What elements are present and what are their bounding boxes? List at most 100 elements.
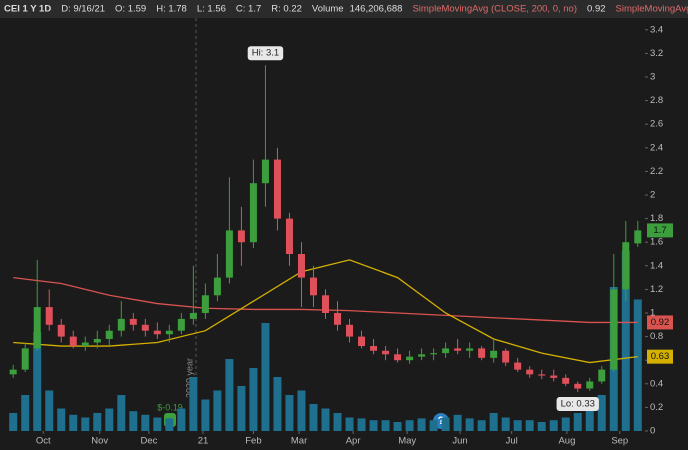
candle-body (57, 324, 65, 337)
y-tick-label: 1.8 (650, 213, 663, 224)
candle-body (466, 348, 474, 351)
y-tick-label: 0.4 (650, 378, 663, 389)
volume-bar (117, 395, 126, 431)
header: CEI 1 Y 1D D: 9/16/21 O: 1.59 H: 1.78 L: 1.5… (4, 4, 688, 15)
y-tick-label: 2 (650, 190, 655, 201)
volume-bar (9, 413, 18, 431)
header-item: SimpleMovingAvg ... (616, 4, 688, 15)
header-bar (0, 0, 688, 18)
volume-bar (21, 395, 30, 431)
candle-body (526, 369, 534, 375)
earnings-label: $-0.19 (157, 402, 183, 412)
volume-bar (549, 420, 558, 431)
x-tick-label: Apr (346, 436, 361, 447)
candle-body (382, 350, 390, 355)
header-item: Volume (312, 4, 344, 15)
header-item: SimpleMovingAvg (CLOSE, 200, 0, no) (412, 4, 577, 15)
candle-body (69, 336, 77, 347)
candle-body (93, 338, 101, 343)
candle-body (117, 318, 125, 331)
volume-bar (165, 418, 174, 431)
volume-bar (381, 420, 390, 431)
candle-body (165, 330, 173, 335)
candle-body (153, 330, 161, 335)
header-item: H: 1.78 (156, 4, 187, 15)
y-tick-label: 1.6 (650, 237, 663, 248)
candle-body (430, 353, 438, 355)
candle-body (201, 295, 209, 313)
candle-body (334, 313, 342, 325)
candle-body (358, 336, 366, 347)
y-tick-label: 2.2 (650, 166, 663, 177)
candle-body (490, 350, 498, 358)
volume-bar (141, 414, 150, 431)
volume-bar (489, 413, 498, 431)
volume-bar (405, 420, 414, 431)
candle-body (346, 324, 354, 337)
volume-bar (129, 411, 138, 431)
candle-body (586, 381, 594, 389)
event-icon[interactable]: ? (438, 415, 445, 427)
volume-bar (45, 390, 54, 431)
volume-bar (273, 377, 282, 431)
candle-body (562, 377, 570, 384)
candle-body (610, 289, 618, 370)
volume-bar (357, 418, 366, 431)
candle-body (21, 348, 29, 370)
candle-body (598, 369, 606, 382)
header-item: C: 1.7 (236, 4, 261, 15)
price-label: 1.7 (653, 225, 666, 236)
candle-body (189, 313, 197, 319)
candle-body (129, 318, 137, 325)
candle-body (33, 307, 41, 349)
y-tick-label: 1.4 (650, 260, 663, 271)
y-tick-label: 3 (650, 72, 655, 83)
candle-body (514, 362, 522, 370)
x-tick-label: Nov (91, 436, 108, 447)
candle-body (538, 374, 546, 376)
header-item: R: 0.22 (271, 4, 302, 15)
candle-body (418, 354, 426, 357)
volume-bar (597, 395, 606, 431)
y-tick-label: 1 (650, 308, 655, 319)
header-item: 0.92 (587, 4, 606, 15)
volume-bar (537, 422, 546, 431)
x-tick-label: Sep (611, 436, 628, 447)
volume-bar (465, 418, 474, 431)
volume-bar (105, 408, 114, 431)
volume-bar (573, 413, 582, 431)
volume-bar (285, 395, 294, 431)
candle-body (322, 295, 329, 313)
volume-bar (621, 251, 630, 431)
volume-bar (213, 390, 222, 431)
volume-bar (429, 420, 438, 431)
annotation: Hi: 3.1 (252, 48, 279, 59)
candle-body (213, 277, 221, 296)
volume-bar (369, 420, 378, 431)
volume-bar (69, 414, 78, 431)
x-tick-label: Jul (506, 436, 518, 447)
y-tick-label: 0.2 (650, 402, 663, 413)
volume-bar (33, 332, 42, 431)
x-tick-label: Aug (558, 436, 575, 447)
y-tick-label: 0 (650, 426, 655, 437)
volume-bar (153, 417, 162, 431)
price-label: 0.92 (651, 317, 670, 328)
y-tick-label: 2.6 (650, 119, 663, 130)
annotation-box (556, 397, 599, 412)
header-item: 146,206,688 (350, 4, 403, 15)
x-tick-label: Mar (291, 436, 307, 447)
volume-bar (585, 408, 594, 431)
moving-average-line (13, 259, 638, 364)
volume-bar (249, 368, 258, 431)
candle-body (177, 318, 185, 331)
volume-bar (633, 299, 642, 431)
y-tick-label: 2.4 (650, 142, 663, 153)
x-tick-label: Oct (36, 436, 51, 447)
y-tick-label: 2.8 (650, 95, 663, 106)
candle-body (225, 230, 233, 278)
price-label-box (647, 223, 673, 238)
candle-body (9, 369, 17, 375)
candle-body (237, 230, 245, 243)
header-item: D: 9/16/21 (61, 4, 105, 15)
